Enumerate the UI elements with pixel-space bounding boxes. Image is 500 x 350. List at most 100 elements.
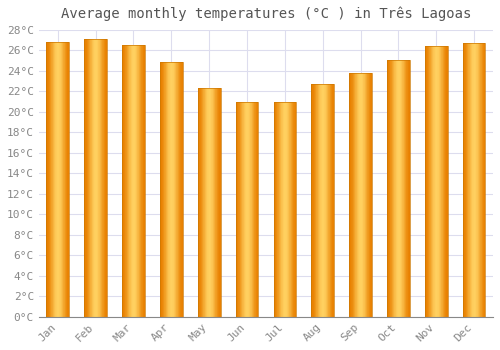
Bar — [432, 46, 433, 317]
Bar — [444, 46, 445, 317]
Bar — [370, 73, 371, 317]
Bar — [274, 103, 296, 317]
Bar — [86, 39, 87, 317]
Bar — [292, 103, 293, 317]
Bar — [66, 42, 67, 317]
Bar — [216, 88, 217, 317]
Bar — [201, 88, 202, 317]
Bar — [135, 45, 136, 317]
Bar — [402, 60, 403, 317]
Bar — [251, 103, 252, 317]
Bar — [360, 73, 361, 317]
Bar — [96, 39, 98, 317]
Bar — [317, 84, 318, 317]
Bar — [252, 103, 253, 317]
Bar — [353, 73, 354, 317]
Bar — [209, 88, 210, 317]
Bar — [246, 103, 247, 317]
Bar — [368, 73, 369, 317]
Bar — [160, 62, 161, 317]
Bar — [84, 39, 85, 317]
Bar — [293, 103, 294, 317]
Bar — [164, 62, 165, 317]
Bar — [465, 43, 466, 317]
Bar — [442, 46, 443, 317]
Bar — [280, 103, 281, 317]
Bar — [257, 103, 258, 317]
Bar — [406, 60, 407, 317]
Bar — [333, 84, 334, 317]
Bar — [46, 42, 69, 317]
Bar — [285, 103, 286, 317]
Bar — [47, 42, 48, 317]
Bar — [354, 73, 355, 317]
Bar — [473, 43, 474, 317]
Bar — [312, 84, 334, 317]
Bar — [428, 46, 429, 317]
Bar — [441, 46, 442, 317]
Bar — [88, 39, 89, 317]
Bar — [445, 46, 446, 317]
Bar — [207, 88, 208, 317]
Bar — [350, 73, 351, 317]
Bar — [439, 46, 440, 317]
Bar — [60, 42, 61, 317]
Bar — [239, 103, 240, 317]
Bar — [316, 84, 317, 317]
Bar — [68, 42, 69, 317]
Bar — [202, 88, 203, 317]
Bar — [58, 42, 59, 317]
Bar — [430, 46, 431, 317]
Bar — [205, 88, 206, 317]
Bar — [178, 62, 179, 317]
Bar — [277, 103, 278, 317]
Bar — [125, 45, 126, 317]
Bar — [435, 46, 436, 317]
Bar — [476, 43, 477, 317]
Bar — [211, 88, 212, 317]
Bar — [436, 46, 437, 317]
Bar — [162, 62, 163, 317]
Bar — [127, 45, 128, 317]
Bar — [122, 45, 123, 317]
Bar — [136, 45, 137, 317]
Bar — [479, 43, 480, 317]
Bar — [322, 84, 324, 317]
Bar — [396, 60, 398, 317]
Bar — [399, 60, 400, 317]
Bar — [241, 103, 242, 317]
Bar — [276, 103, 277, 317]
Bar — [172, 62, 173, 317]
Bar — [362, 73, 363, 317]
Bar — [481, 43, 482, 317]
Bar — [332, 84, 333, 317]
Bar — [199, 88, 200, 317]
Bar — [174, 62, 176, 317]
Bar — [179, 62, 180, 317]
Bar — [254, 103, 255, 317]
Bar — [253, 103, 254, 317]
Bar — [349, 73, 350, 317]
Bar — [215, 88, 216, 317]
Bar — [463, 43, 464, 317]
Bar — [50, 42, 51, 317]
Bar — [295, 103, 296, 317]
Bar — [330, 84, 331, 317]
Bar — [434, 46, 435, 317]
Bar — [238, 103, 239, 317]
Bar — [129, 45, 130, 317]
Bar — [400, 60, 402, 317]
Bar — [387, 60, 410, 317]
Bar — [355, 73, 356, 317]
Bar — [63, 42, 64, 317]
Bar — [250, 103, 251, 317]
Bar — [325, 84, 326, 317]
Bar — [106, 39, 107, 317]
Bar — [85, 39, 86, 317]
Bar — [51, 42, 52, 317]
Bar — [170, 62, 172, 317]
Bar — [95, 39, 96, 317]
Bar — [59, 42, 60, 317]
Bar — [331, 84, 332, 317]
Bar — [425, 46, 448, 317]
